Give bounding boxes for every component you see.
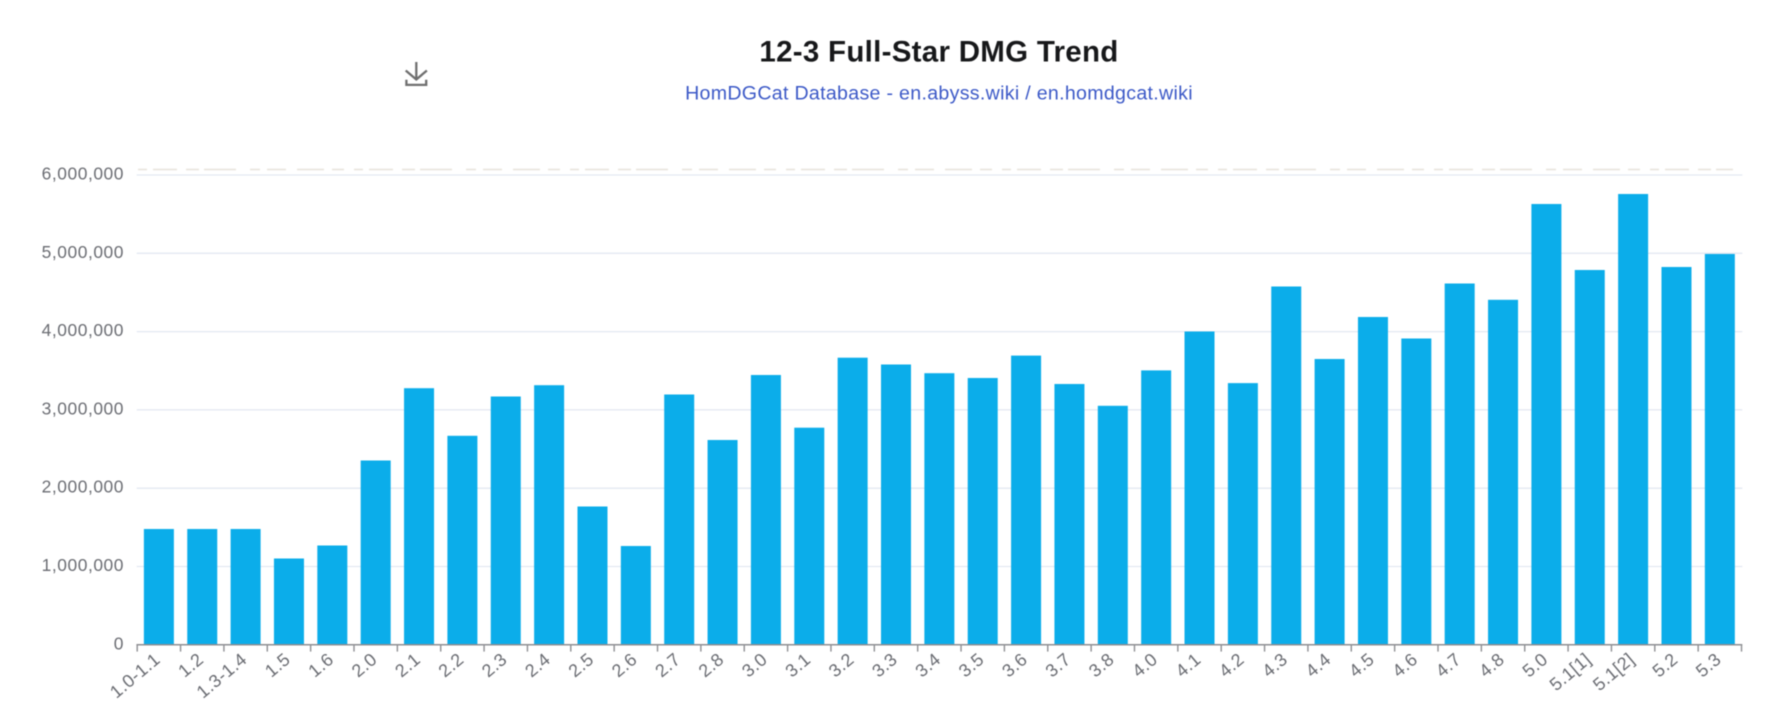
svg-text:6,000,000: 6,000,000 <box>42 164 124 184</box>
svg-text:3,000,000: 3,000,000 <box>42 398 124 418</box>
svg-text:0: 0 <box>114 633 124 653</box>
svg-text:2,000,000: 2,000,000 <box>42 477 124 497</box>
svg-text:4,000,000: 4,000,000 <box>42 320 124 340</box>
svg-text:HomDGCat Database - en.abyss.w: HomDGCat Database - en.abyss.wiki / en.h… <box>685 83 1193 105</box>
svg-text:5,000,000: 5,000,000 <box>42 242 124 262</box>
svg-text:12-3 Full-Star DMG Trend: 12-3 Full-Star DMG Trend <box>759 36 1118 69</box>
svg-text:1,000,000: 1,000,000 <box>42 555 124 575</box>
